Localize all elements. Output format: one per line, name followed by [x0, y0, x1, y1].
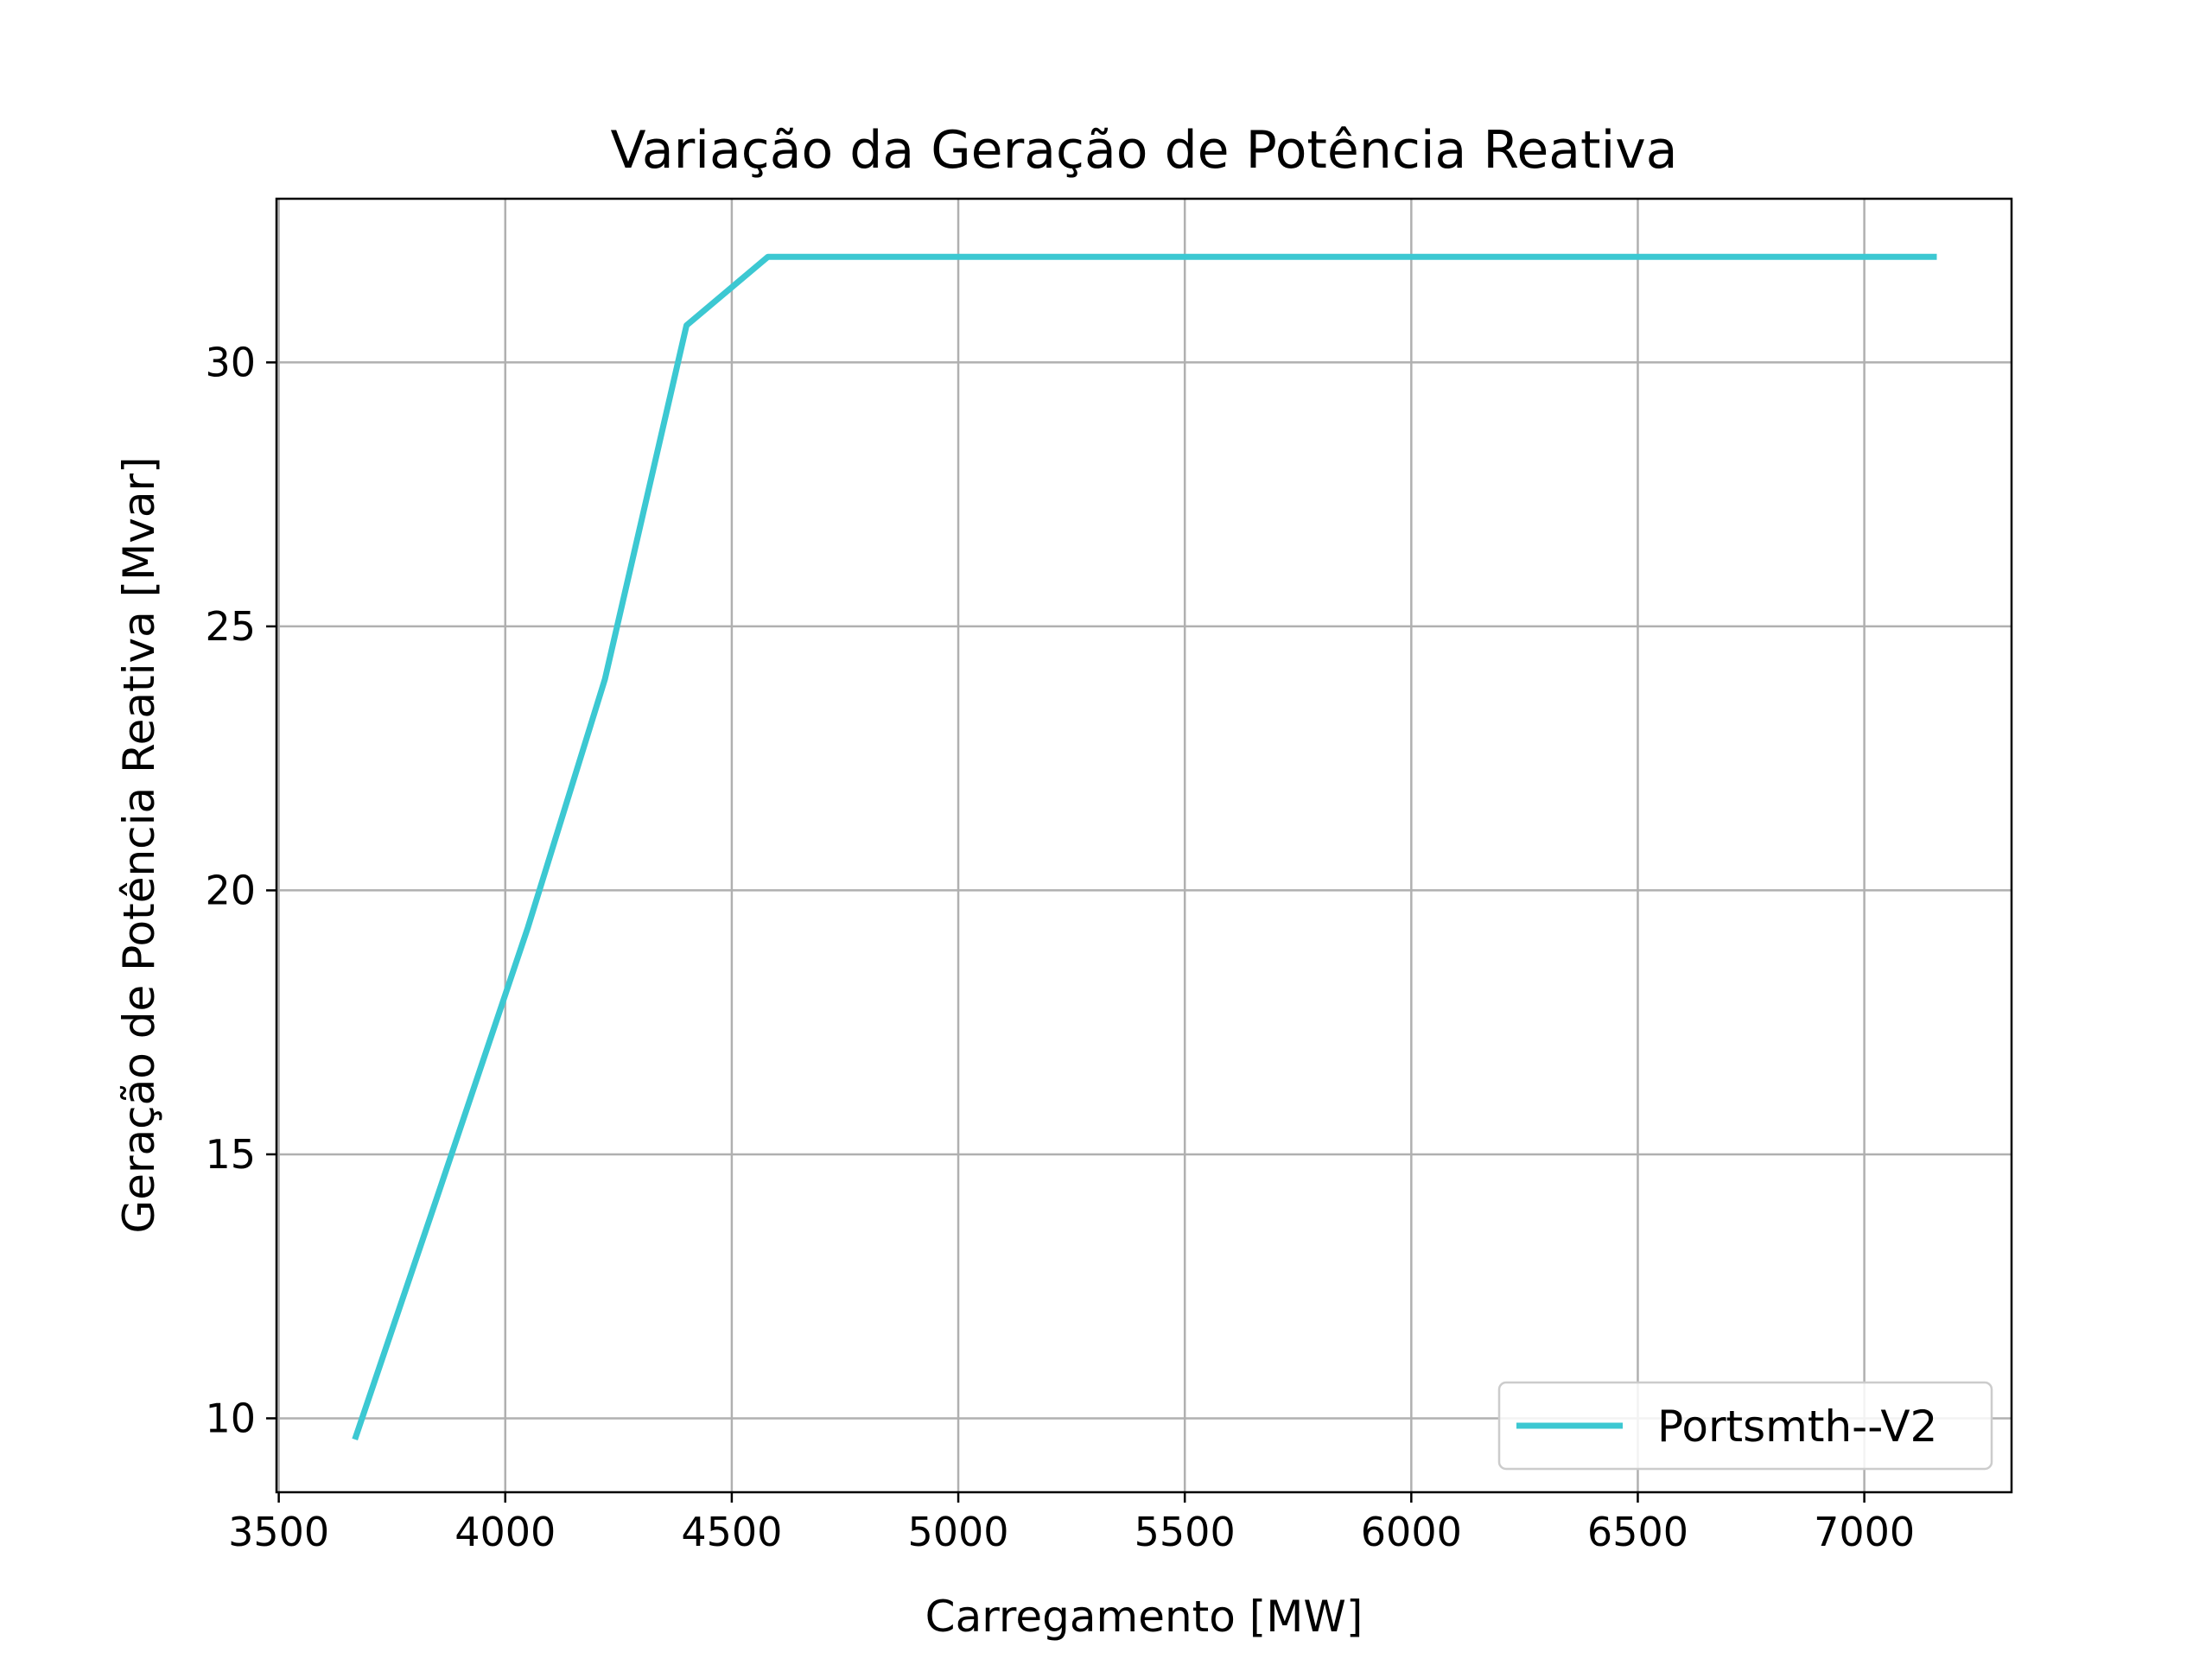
x-tick-label: 6500: [1587, 1509, 1688, 1555]
x-tick-label: 4500: [681, 1509, 782, 1555]
y-tick-label: 20: [205, 867, 256, 913]
plot-frame: [275, 197, 2013, 1494]
legend-label-portsmth-v2: Portsmth--V2: [1657, 1402, 1937, 1452]
y-tick-label: 30: [205, 339, 256, 385]
x-tick-label: 6000: [1361, 1509, 1462, 1555]
x-tick-label: 5000: [908, 1509, 1009, 1555]
series-line-portsmth-v2: [352, 253, 1937, 1441]
y-axis-ticks: 10 15 20 25 30: [205, 339, 276, 1441]
y-axis-label: Geração de Potência Reativa [Mvar]: [114, 456, 164, 1233]
y-tick-label: 10: [205, 1395, 256, 1441]
series-layer: [352, 253, 1937, 1441]
chart-title: Variação da Geração de Potência Reativa: [610, 120, 1677, 181]
x-axis-label: Carregamento [MW]: [925, 1592, 1363, 1642]
y-tick-label: 15: [205, 1131, 256, 1178]
y-tick-label: 25: [205, 603, 256, 650]
x-axis-ticks: 3500 4000 4500 5000 5500 6000 6500 7000: [228, 1492, 1915, 1555]
grid-lines: [276, 199, 2012, 1492]
x-tick-label: 5500: [1135, 1509, 1236, 1555]
x-tick-label: 3500: [228, 1509, 329, 1555]
x-tick-label: 7000: [1814, 1509, 1915, 1555]
x-tick-label: 4000: [454, 1509, 556, 1555]
legend-box: [1497, 1381, 1993, 1471]
legend: Portsmth--V2: [1497, 1381, 1993, 1471]
